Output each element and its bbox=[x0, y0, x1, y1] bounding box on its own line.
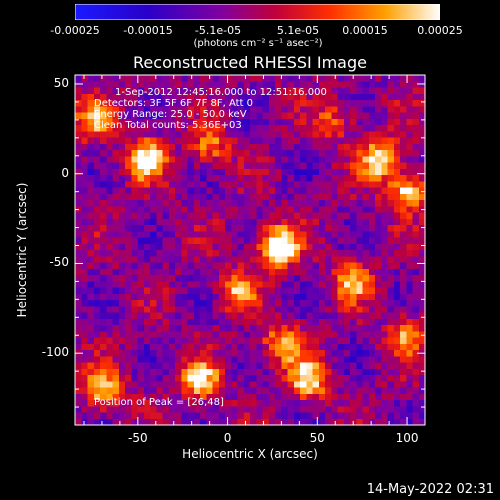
colorbar-tick-label: 0.00015 bbox=[342, 24, 388, 37]
x-axis-label: Heliocentric X (arcsec) bbox=[182, 447, 318, 461]
chart-title: Reconstructed RHESSI Image bbox=[133, 53, 367, 72]
y-tick-label: -100 bbox=[41, 345, 69, 360]
colorbar-units: (photons cm⁻² s⁻¹ asec⁻²) bbox=[193, 38, 323, 49]
y-tick-label: -50 bbox=[49, 255, 69, 270]
annotation-peak: Position of Peak = [26,48] bbox=[94, 397, 224, 408]
colorbar bbox=[75, 4, 440, 20]
plot-frame bbox=[74, 74, 426, 426]
annotation-time: 1-Sep-2012 12:45:16.000 to 12:51:16.000 bbox=[115, 87, 327, 98]
x-tick-label: 100 bbox=[395, 431, 419, 445]
colorbar-tick-label: -5.1e-05 bbox=[194, 24, 242, 37]
y-tick-label: 0 bbox=[61, 165, 69, 180]
y-tick-label: 50 bbox=[53, 75, 69, 90]
colorbar-tick-label: -0.00015 bbox=[123, 24, 173, 37]
colorbar-tick-label: 0.00025 bbox=[417, 24, 463, 37]
x-tick-label: 0 bbox=[223, 431, 232, 445]
y-axis-label: Heliocentric Y (arcsec) bbox=[15, 182, 29, 318]
annotation-clean: Clean Total counts: 5.36E+03 bbox=[94, 120, 242, 131]
annotation-energy: Energy Range: 25.0 - 50.0 keV bbox=[94, 109, 247, 120]
plot-area: 1-Sep-2012 12:45:16.000 to 12:51:16.000 … bbox=[74, 74, 426, 426]
x-tick-label: -50 bbox=[128, 431, 148, 445]
colorbar-tick-label: 5.1e-05 bbox=[276, 24, 320, 37]
plot-axes bbox=[74, 74, 426, 426]
colorbar-tick-label: -0.00025 bbox=[50, 24, 100, 37]
heatmap-image bbox=[75, 75, 425, 425]
x-tick-label: 50 bbox=[309, 431, 325, 445]
annotation-detectors: Detectors: 3F 5F 6F 7F 8F, Att 0 bbox=[94, 98, 254, 109]
timestamp: 14-May-2022 02:31 bbox=[366, 482, 494, 497]
